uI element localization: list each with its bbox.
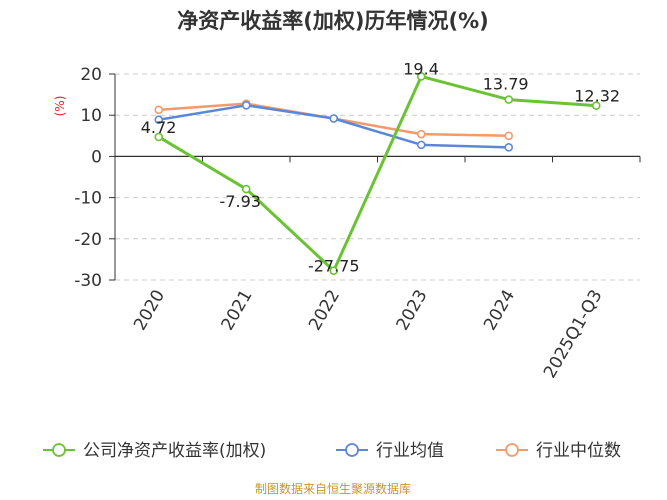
series-point	[154, 115, 164, 125]
grid-lines	[115, 73, 640, 281]
series-point	[329, 114, 339, 123]
series-group	[154, 72, 601, 276]
chart-title: 净资产收益率(加权)历年情况(%)	[177, 9, 488, 33]
y-tick-label: 20	[80, 65, 102, 85]
legend-marker	[505, 443, 519, 457]
x-tick-label: 2024	[480, 287, 519, 334]
series-line	[158, 104, 509, 149]
series-point	[416, 129, 426, 139]
y-tick-label: 0	[91, 147, 102, 167]
legend-marker	[52, 443, 66, 457]
y-tick-label: 10	[80, 106, 102, 126]
axes	[109, 73, 641, 281]
source-note: 制图数据来自恒生聚源数据库	[255, 481, 411, 496]
series-point	[416, 140, 426, 150]
series-point	[329, 266, 339, 276]
y-tick-labels: 20 10 0 -10 -20 -30	[74, 65, 102, 291]
legend-label: 公司净资产收益率(加权)	[83, 441, 266, 461]
legend-label: 行业均值	[376, 441, 444, 461]
data-labels: 4.72 -7.93 -27.75 19.4 13.79 12.32	[141, 59, 620, 275]
x-tick-label: 2023	[393, 287, 432, 334]
y-axis-label: (%)	[53, 96, 67, 117]
series-point	[591, 101, 601, 110]
series-point	[504, 131, 514, 141]
data-label: 4.72	[141, 118, 177, 137]
x-tick-label: 2020	[130, 287, 169, 334]
x-tick-label: 2025Q1-Q3	[540, 287, 607, 382]
data-label: 19.4	[403, 59, 439, 78]
series-point	[241, 101, 251, 110]
data-label: -7.93	[220, 192, 261, 211]
x-tick-labels: 2020 2021 2022 2023 2024 2025Q1-Q3	[130, 287, 606, 382]
x-tick-label: 2022	[305, 287, 344, 334]
series-point	[154, 132, 164, 142]
series-point	[416, 72, 426, 81]
data-label: 12.32	[574, 87, 620, 106]
data-label: 13.79	[483, 75, 529, 94]
y-tick-label: -20	[74, 230, 102, 250]
x-tick-label: 2021	[218, 287, 257, 334]
series-point	[504, 95, 514, 104]
y-tick-label: -30	[74, 271, 102, 291]
data-label: -27.75	[308, 257, 360, 276]
legend: 公司净资产收益率(加权) 行业均值 行业中位数	[43, 441, 621, 461]
y-tick-label: -10	[74, 189, 102, 209]
series-point	[504, 143, 514, 152]
series-point	[154, 105, 164, 115]
series-line	[157, 74, 597, 273]
series-point	[241, 184, 251, 194]
legend-label: 行业中位数	[536, 441, 621, 461]
legend-marker	[345, 443, 359, 457]
